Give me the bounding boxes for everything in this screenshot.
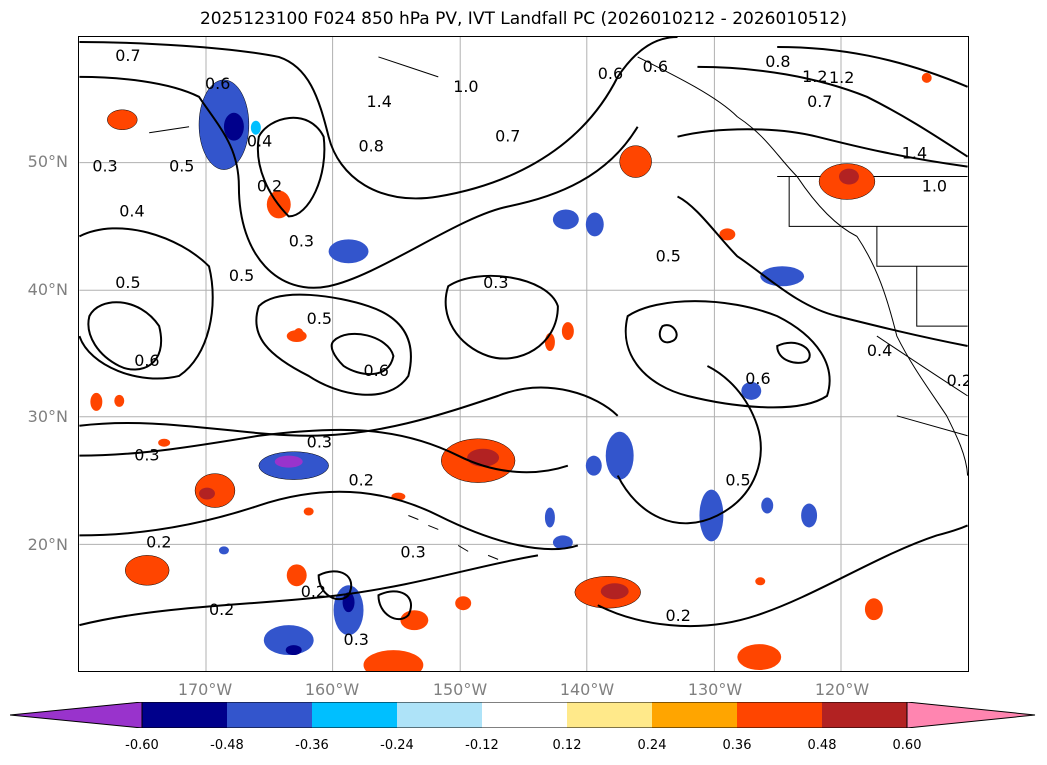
colorbar-tick: 0.24 (637, 738, 667, 753)
colorbar-tick: -0.60 (125, 738, 159, 753)
lon-label: 130°W (687, 680, 743, 699)
colorbar-tick: -0.24 (380, 738, 414, 753)
colorbar-swatch (822, 702, 907, 728)
pv-contours (79, 37, 968, 628)
contour-label: 0.6 (643, 57, 668, 76)
contour-label: 0.6 (598, 64, 623, 83)
contour-label: 0.3 (289, 231, 314, 250)
chart-title: 2025123100 F024 850 hPa PV, IVT Landfall… (199, 9, 847, 29)
contour-label: 0.3 (92, 157, 117, 176)
contour-label: 0.5 (307, 309, 332, 328)
contour-label: 0.7 (807, 92, 832, 111)
contour-label: 0.5 (169, 157, 194, 176)
colorbar-extend-min (10, 702, 143, 728)
colorbar-swatch (312, 702, 397, 728)
contour-label: 0.8 (765, 52, 790, 71)
colorbar-tick: 0.12 (552, 738, 582, 753)
contour-label: 0.2 (257, 177, 282, 196)
contour-label: 0.7 (115, 46, 140, 65)
contour-label: 0.4 (247, 132, 272, 151)
colorbar-tick: 0.36 (722, 738, 752, 753)
graticule (79, 37, 968, 671)
lon-label: 170°W (177, 680, 233, 699)
contour-label: 0.5 (115, 273, 140, 292)
contour-label: 0.3 (344, 630, 369, 649)
contour-label: 0.8 (359, 137, 384, 156)
colorbar-swatch (482, 702, 567, 728)
contour-label: 0.2 (349, 471, 374, 490)
contour-label: 0.2 (146, 532, 171, 551)
contour-label: 0.2 (666, 606, 691, 625)
colorbar-swatch (227, 702, 312, 728)
contour-label: 0.7 (495, 127, 520, 146)
lat-label: 40°N (27, 280, 68, 299)
contour-label: 0.5 (725, 471, 750, 490)
contour-label: 0.2 (301, 582, 326, 601)
lat-label: 20°N (27, 535, 68, 554)
colorbar-tick: -0.48 (210, 738, 244, 753)
colorbar-tick: -0.36 (295, 738, 329, 753)
colorbar-extend-max (906, 702, 1036, 728)
colorbar (10, 702, 1036, 728)
contour-label: 0.6 (745, 369, 770, 388)
colorbar-tick: 0.48 (807, 738, 837, 753)
contour-label: 0.6 (364, 361, 389, 380)
colorbar-swatch (567, 702, 652, 728)
lon-label: 150°W (432, 680, 488, 699)
contour-label: 0.5 (656, 246, 681, 265)
colorbar-tick: -0.12 (465, 738, 499, 753)
contour-label: 0.6 (134, 351, 159, 370)
contour-label: 1.4 (366, 92, 391, 111)
lon-label: 160°W (304, 680, 360, 699)
colorbar-tick: 0.60 (892, 738, 922, 753)
contour-label: 0.3 (400, 542, 425, 561)
contour-label: 1.4 (902, 144, 927, 163)
contour-label: 1.2 (829, 68, 854, 87)
lon-label: 120°W (814, 680, 870, 699)
colorbar-swatch (737, 702, 822, 728)
contour-label: 0.2 (947, 371, 969, 390)
contour-label: 1.2 (802, 67, 827, 86)
lat-label: 30°N (27, 407, 68, 426)
contour-label: 1.0 (922, 177, 947, 196)
contour-label: 0.2 (209, 600, 234, 619)
contour-label: 0.5 (229, 266, 254, 285)
colorbar-swatch (652, 702, 737, 728)
map-panel: 0.7 0.6 1.4 1.2 1.0 0.8 0.4 0.2 0.3 0.5 … (78, 36, 969, 672)
contour-label: 0.3 (483, 273, 508, 292)
pv-shading (90, 72, 932, 671)
lat-label: 50°N (27, 152, 68, 171)
contour-label: 0.3 (134, 446, 159, 465)
colorbar-swatch (142, 702, 227, 728)
lon-label: 140°W (559, 680, 615, 699)
contour-label: 0.6 (205, 74, 230, 93)
contour-label: 0.3 (307, 433, 332, 452)
colorbar-swatch (397, 702, 482, 728)
contour-labels: 0.7 0.6 1.4 1.2 1.0 0.8 0.4 0.2 0.3 0.5 … (92, 46, 969, 649)
contour-label: 0.4 (867, 341, 892, 360)
contour-label: 0.4 (119, 201, 144, 220)
contour-label: 1.0 (453, 77, 478, 96)
